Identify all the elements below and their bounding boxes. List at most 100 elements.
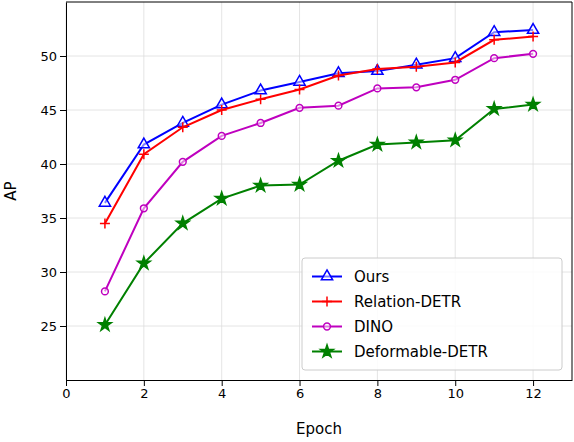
x-axis-title: Epoch — [296, 420, 342, 438]
tick-label: 40 — [40, 157, 57, 172]
tick: 50 — [40, 49, 66, 64]
point — [488, 102, 501, 114]
tick: 35 — [40, 211, 66, 226]
y-axis-title: AP — [2, 181, 20, 200]
legend-label: DINO — [354, 318, 393, 336]
tick-mark — [60, 272, 66, 273]
point — [178, 122, 188, 132]
legend-marker — [322, 297, 332, 307]
tick: 6 — [296, 380, 304, 401]
point — [294, 75, 305, 85]
tick: 8 — [374, 380, 382, 401]
point — [527, 98, 540, 110]
point — [215, 192, 228, 204]
point — [296, 104, 303, 111]
point — [335, 102, 342, 109]
axis-line — [67, 380, 573, 381]
tick-mark — [455, 380, 456, 386]
point — [374, 85, 381, 92]
tick-label: 25 — [40, 319, 57, 334]
legend-marker — [324, 323, 331, 330]
point — [139, 149, 149, 159]
point — [371, 138, 384, 150]
point — [452, 76, 459, 83]
legend: Ours Relation-DETR DINO Deformable-DETR — [302, 258, 562, 370]
tick: 12 — [525, 380, 542, 401]
tick-mark — [60, 326, 66, 327]
frame — [66, 2, 572, 3]
point — [102, 288, 109, 295]
point — [295, 84, 305, 94]
point — [450, 57, 460, 67]
legend-entry: Ours — [312, 268, 389, 286]
legend-label: Relation-DETR — [354, 293, 461, 311]
grid-line-y — [66, 218, 572, 219]
point — [137, 257, 150, 269]
x-axis: 0 2 4 6 8 10 12 — [62, 380, 572, 401]
tick: 40 — [40, 157, 66, 172]
legend-marker — [321, 345, 334, 357]
point — [254, 179, 267, 191]
y-axis: 25 30 35 40 45 50 — [40, 3, 66, 381]
point — [99, 196, 110, 206]
grid-line-x — [66, 2, 67, 380]
point — [528, 32, 538, 42]
tick-mark — [60, 164, 66, 165]
tick-label: 30 — [40, 265, 57, 280]
legend-entry: Deformable-DETR — [312, 343, 488, 361]
tick-mark — [60, 218, 66, 219]
point — [217, 105, 227, 115]
tick-label: 0 — [62, 386, 70, 401]
grid-line-x — [143, 2, 144, 380]
tick: 25 — [40, 319, 66, 334]
tick-label: 2 — [140, 386, 148, 401]
tick-mark — [222, 380, 223, 386]
plot: 0 2 4 6 8 10 12 25 30 35 40 45 50 Ours Relation-DETR DI… — [40, 2, 572, 401]
tick-mark — [60, 56, 66, 57]
point — [410, 136, 423, 148]
axis-line — [66, 3, 67, 381]
point — [413, 84, 420, 91]
tick-label: 4 — [218, 386, 226, 401]
point — [218, 133, 225, 140]
tick-mark — [533, 380, 534, 386]
point — [372, 64, 382, 74]
grid — [66, 2, 572, 380]
tick: 45 — [40, 103, 66, 118]
tick-label: 6 — [296, 386, 304, 401]
tick-mark — [66, 380, 67, 386]
legend-label: Ours — [354, 268, 389, 286]
point — [491, 55, 498, 62]
chart: 0 2 4 6 8 10 12 25 30 35 40 45 50 Ours Relation-DETR DI… — [0, 0, 574, 442]
tick-label: 35 — [40, 211, 57, 226]
legend-box — [302, 258, 562, 370]
grid-line-x — [299, 2, 300, 380]
tick: 4 — [218, 380, 226, 401]
point — [176, 217, 189, 229]
tick: 0 — [62, 380, 70, 401]
point — [257, 120, 264, 127]
point — [99, 318, 112, 330]
point — [333, 70, 343, 80]
tick-label: 10 — [447, 386, 464, 401]
tick-mark — [144, 380, 145, 386]
tick-mark — [300, 380, 301, 386]
tick-label: 45 — [40, 103, 57, 118]
legend-entry: DINO — [312, 318, 393, 336]
tick: 2 — [140, 380, 148, 401]
tick: 10 — [447, 380, 464, 401]
point — [530, 50, 537, 57]
point — [256, 94, 266, 104]
tick: 30 — [40, 265, 66, 280]
point — [293, 178, 306, 190]
legend-label: Deformable-DETR — [354, 343, 488, 361]
point — [489, 35, 499, 45]
point — [138, 138, 149, 148]
frame — [572, 2, 573, 380]
point — [255, 84, 266, 94]
legend-entry: Relation-DETR — [312, 293, 461, 311]
point — [489, 26, 500, 36]
tick-label: 12 — [525, 386, 542, 401]
point — [100, 218, 110, 228]
tick-mark — [377, 380, 378, 386]
